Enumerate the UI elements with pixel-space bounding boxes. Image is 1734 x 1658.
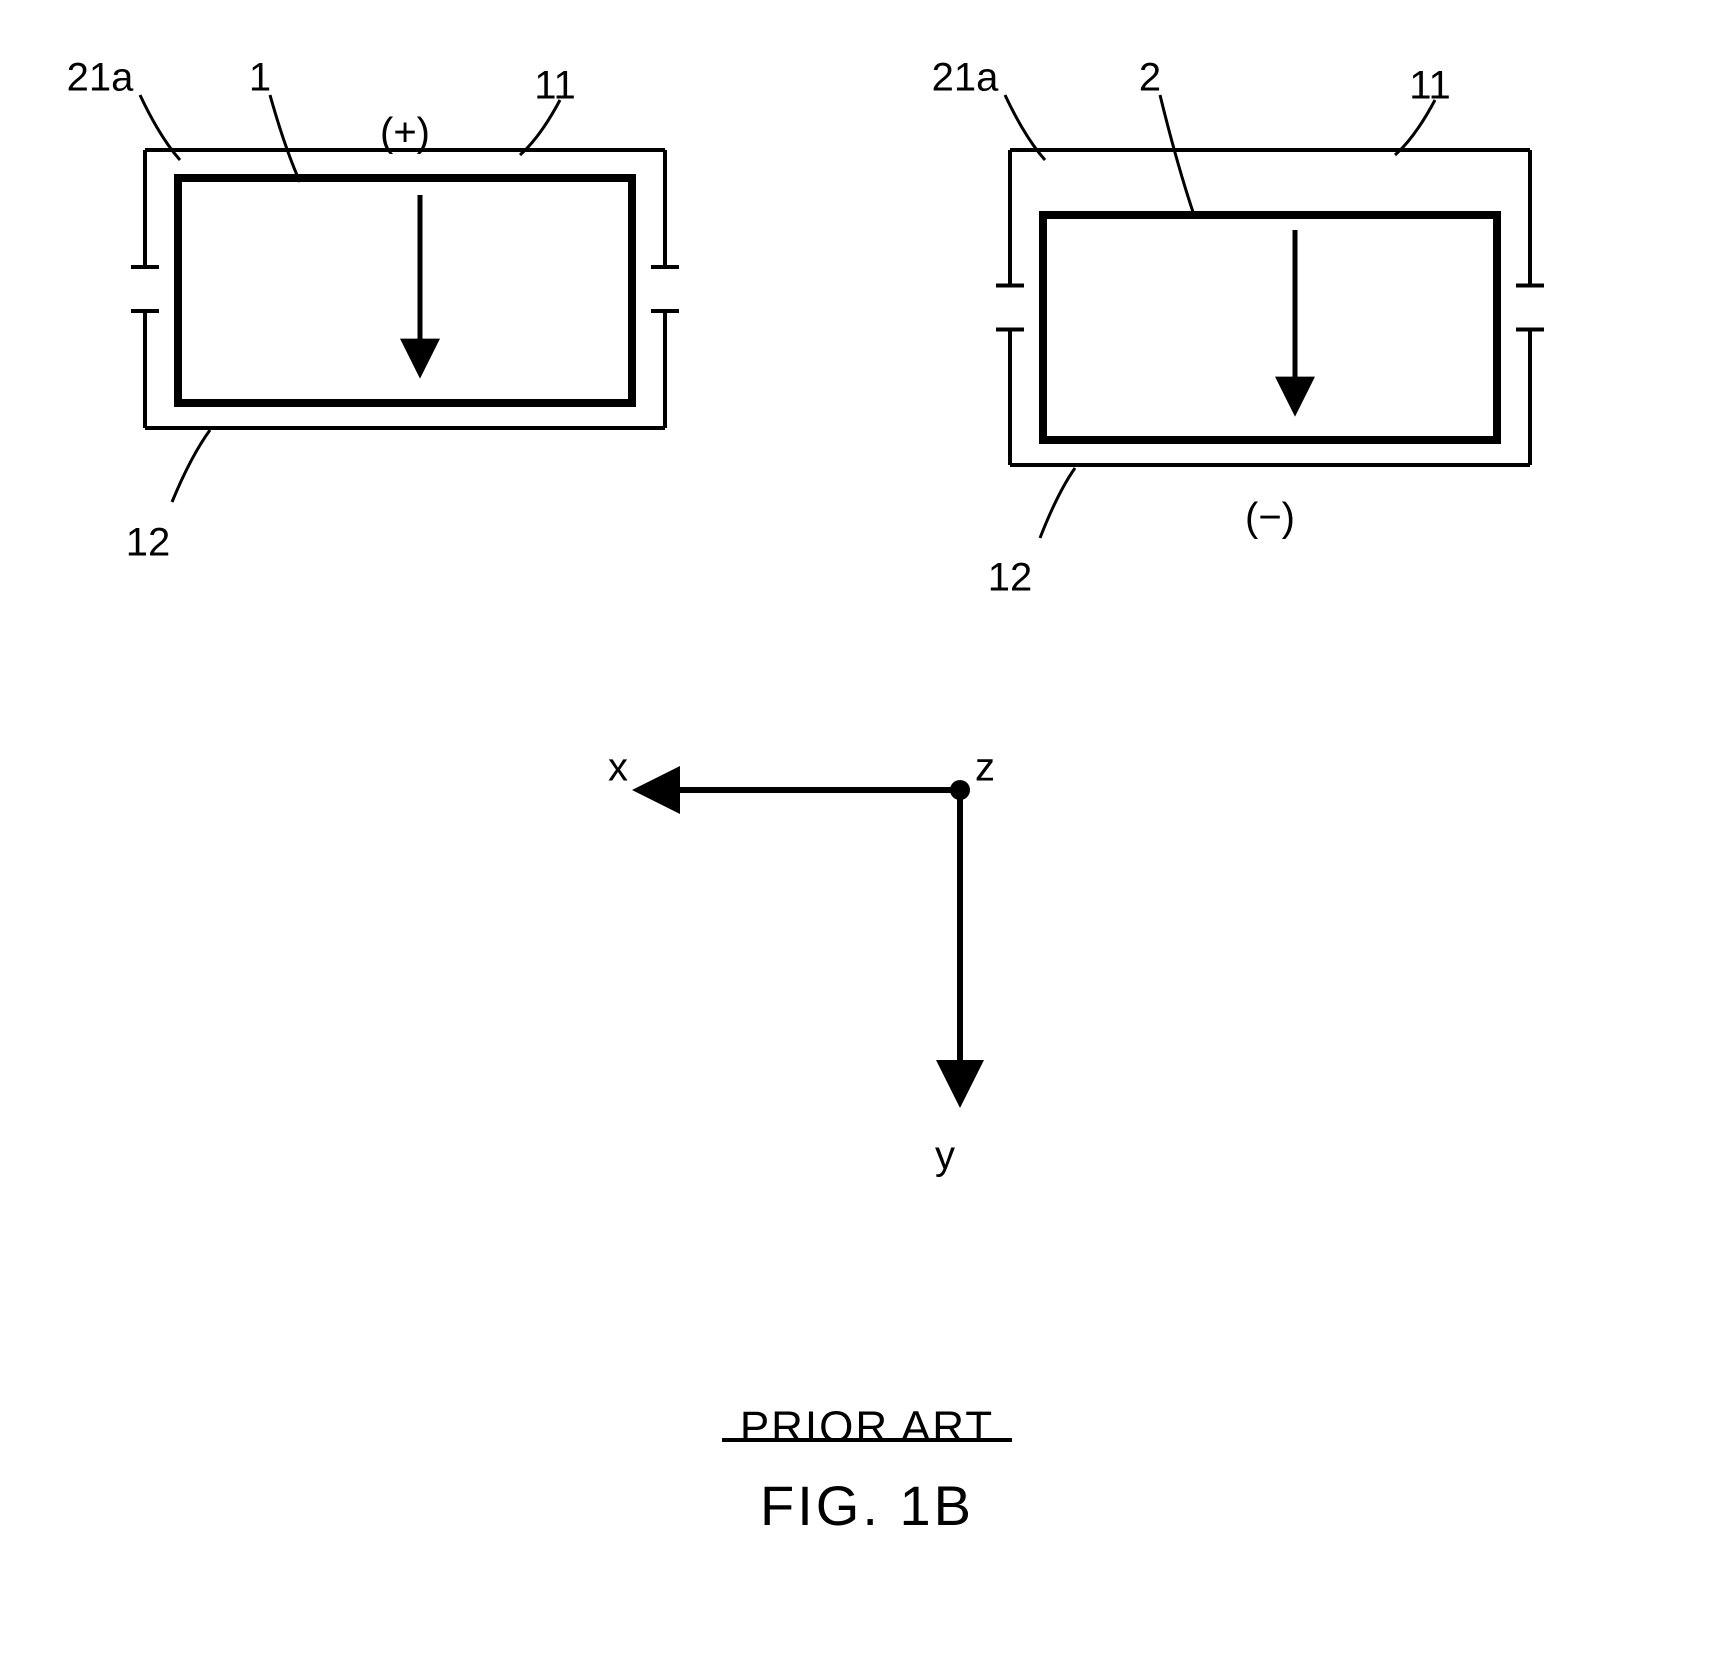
axis-z-label: z bbox=[975, 746, 995, 790]
left-element-callout-2: 11 bbox=[520, 64, 576, 155]
right-element-electrode-top bbox=[1010, 150, 1530, 200]
coordinate-axes bbox=[640, 780, 970, 1100]
caption-figure-number: FIG. 1B bbox=[760, 1474, 974, 1537]
caption-prior-art: PRIOR ART bbox=[740, 1403, 994, 1452]
right-element-callout-3: 12 bbox=[988, 468, 1075, 600]
axis-x-label: x bbox=[608, 746, 628, 790]
left-element-callout-0: 21a bbox=[67, 56, 180, 160]
left-element-callout-1: 1 bbox=[249, 56, 300, 182]
left-element: (+)21a11112 bbox=[67, 56, 679, 565]
axis-y-label: y bbox=[935, 1134, 955, 1178]
left-element-callout-label-1: 1 bbox=[249, 56, 271, 100]
left-element-piezo-body bbox=[178, 178, 632, 403]
right-element: (−) 21a 2 11 12 bbox=[932, 56, 1544, 600]
right-element-callout-1: 2 bbox=[1139, 56, 1195, 218]
right-element-callout-2: 11 bbox=[1395, 64, 1451, 155]
right-element-callout-label-3: 12 bbox=[988, 556, 1033, 600]
right-element-callout-0: 21a bbox=[932, 56, 1045, 160]
right-element-callout-label-1: 2 bbox=[1139, 56, 1161, 100]
left-element-polarity-label: (+) bbox=[380, 111, 430, 155]
right-element-piezo-body bbox=[1043, 215, 1497, 440]
left-element-callout-label-2: 11 bbox=[534, 64, 576, 108]
right-element-callout-label-2: 11 bbox=[1409, 64, 1451, 108]
left-element-callout-label-0: 21a bbox=[67, 56, 134, 100]
right-element-callout-label-0: 21a bbox=[932, 56, 999, 100]
left-element-callout-3: 12 bbox=[126, 430, 210, 565]
right-element-polarity-label: (−) bbox=[1245, 496, 1295, 540]
left-element-callout-label-3: 12 bbox=[126, 521, 171, 565]
